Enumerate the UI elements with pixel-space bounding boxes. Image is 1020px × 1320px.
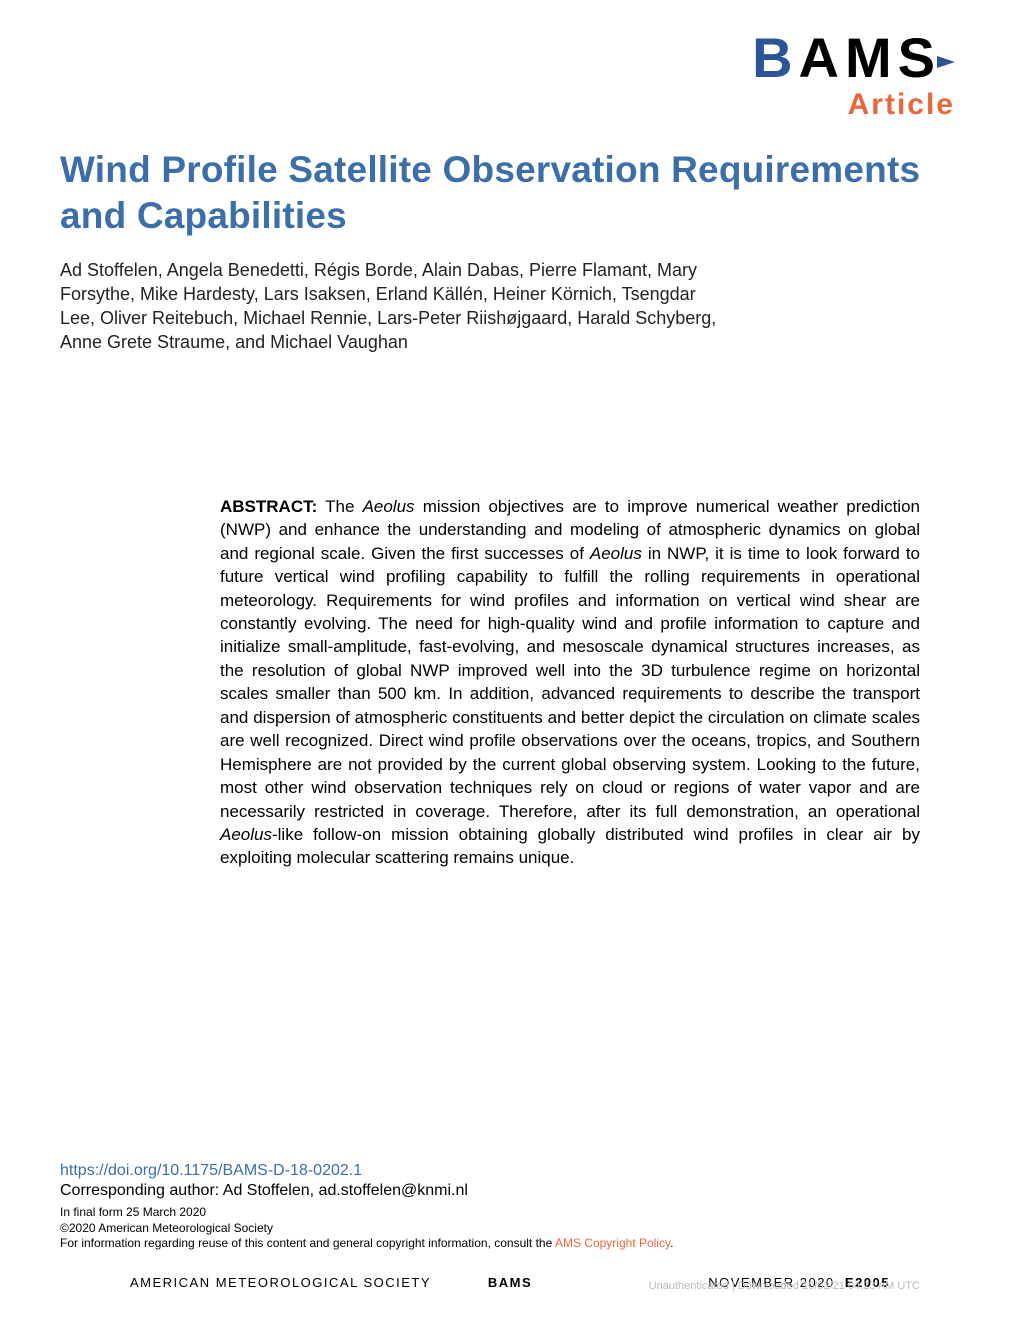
mission-name: Aeolus — [363, 497, 415, 516]
journal-logo-block: BAMS Article — [60, 30, 960, 122]
mission-name: Aeolus — [590, 544, 642, 563]
abstract-label: ABSTRACT: — [220, 497, 317, 516]
footer-metadata: https://doi.org/10.1175/BAMS-D-18-0202.1… — [60, 1162, 960, 1250]
page: BAMS Article Wind Profile Satellite Obse… — [0, 0, 1020, 1320]
reuse-text: For information regarding reuse of this … — [60, 1236, 555, 1250]
author-list: Ad Stoffelen, Angela Benedetti, Régis Bo… — [60, 258, 730, 355]
abstract-text: ABSTRACT: The Aeolus mission objectives … — [220, 495, 920, 870]
bams-logo: BAMS Article — [752, 30, 955, 122]
mission-name: Aeolus — [220, 825, 272, 844]
policy-link[interactable]: AMS Copyright Policy — [555, 1236, 670, 1250]
abstract-fragment: The — [317, 497, 362, 516]
abstract-fragment: in NWP, it is time to look forward to fu… — [220, 544, 920, 821]
journal-abbrev: BAMS — [488, 1275, 532, 1290]
reuse-info: For information regarding reuse of this … — [60, 1236, 960, 1250]
copyright-notice: ©2020 American Meteorological Society — [60, 1220, 960, 1236]
article-title: Wind Profile Satellite Observation Requi… — [60, 147, 960, 240]
logo-letter-b: B — [752, 26, 798, 89]
logo-letters-ams: AMS — [799, 26, 941, 89]
arrow-icon — [937, 56, 955, 68]
corresponding-author: Corresponding author: Ad Stoffelen, ad.s… — [60, 1182, 960, 1200]
society-name: AMERICAN METEOROLOGICAL SOCIETY — [130, 1275, 431, 1290]
doi-link[interactable]: https://doi.org/10.1175/BAMS-D-18-0202.1 — [60, 1162, 960, 1180]
reuse-text-end: . — [670, 1236, 673, 1250]
abstract-fragment: -like follow-on mission obtaining global… — [220, 825, 920, 867]
article-type-label: Article — [752, 88, 955, 122]
bams-wordmark: BAMS — [752, 30, 955, 86]
final-form-date: In final form 25 March 2020 — [60, 1204, 960, 1220]
download-watermark: Unauthenticated | Downloaded 10/02/21 04… — [649, 1280, 920, 1292]
abstract-section: ABSTRACT: The Aeolus mission objectives … — [220, 495, 920, 870]
